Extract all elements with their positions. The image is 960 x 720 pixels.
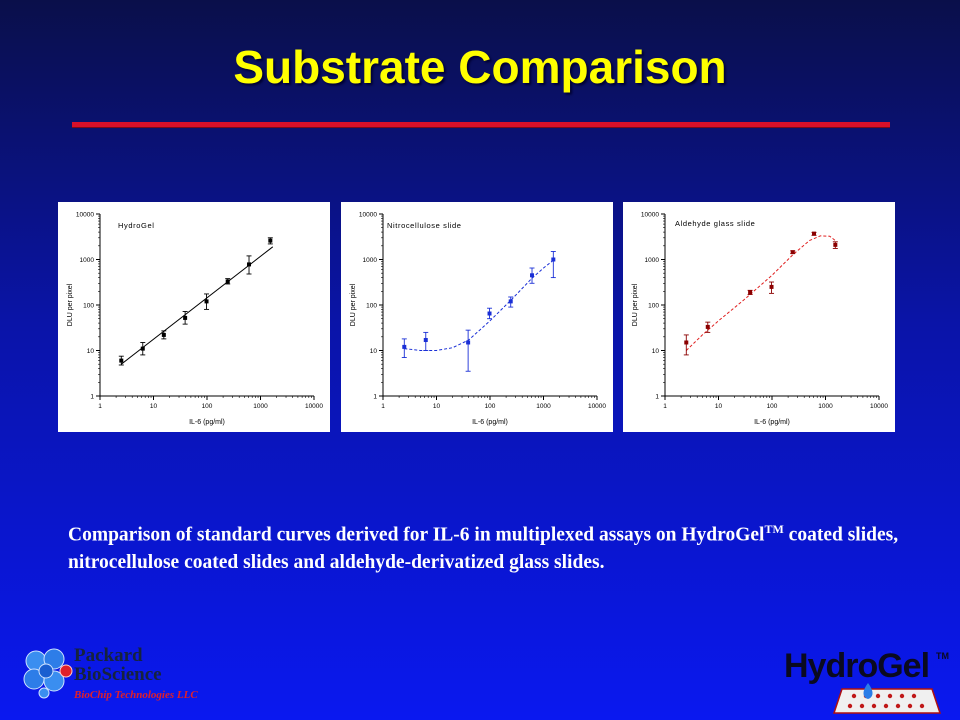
- data-point: [487, 311, 492, 316]
- hydrogel-chart: 1 10 100 1000 10000 1 10 100 1000 10000 IL-6 (pg/m…: [67, 212, 323, 427]
- data-point: [769, 284, 774, 289]
- aldehyde-chart: 1 10 100 1000 10000 1 10 100 1000 10000 IL-6 (pg/m…: [632, 212, 888, 427]
- nitrocellulose-chart: 1 10 100 1000 10000 1 10 100 1000 10000 IL-6 (pg/m…: [350, 212, 606, 427]
- x-tick-label: 10: [150, 403, 158, 410]
- data-point: [684, 340, 689, 345]
- y-axis-label: DLU per pixel: [350, 283, 357, 326]
- x-tick-label: 1000: [253, 403, 268, 410]
- y-tick-label: 10: [370, 348, 378, 355]
- logo-biochip: BioChip Technologies LLC: [74, 689, 198, 701]
- y-tick-label: 100: [83, 303, 94, 310]
- data-point: [423, 338, 428, 343]
- x-tick-label: 100: [767, 403, 778, 410]
- x-tick-label: 10000: [870, 403, 888, 410]
- caption-rest: coated slides, nitrocellulose coated sli…: [68, 524, 899, 573]
- data-point: [790, 250, 795, 255]
- x-axis-label: IL-6 (pg/ml): [754, 419, 790, 426]
- y-tick-label: 1: [373, 394, 377, 401]
- x-tick-label: 10000: [588, 403, 606, 410]
- fit-curve: [404, 259, 555, 351]
- logo-packard: Packard: [74, 645, 143, 666]
- x-tick-label: 1000: [536, 403, 551, 410]
- data-point: [247, 262, 252, 267]
- x-tick-label: 1: [663, 403, 667, 410]
- chart-panel-hydrogel: 1 10 100 1000 10000 1 10 100 1000 10000 IL-6 (pg/m…: [58, 202, 330, 432]
- y-tick-label: 1000: [645, 257, 660, 264]
- data-point: [508, 299, 513, 304]
- molecule-icon: [23, 648, 73, 699]
- x-tick-label: 10000: [305, 403, 323, 410]
- y-tick-label: 1: [90, 394, 94, 401]
- y-tick-label: 1: [655, 394, 659, 401]
- y-tick-label: 10: [87, 348, 95, 355]
- data-point: [225, 279, 230, 284]
- data-point: [748, 290, 753, 295]
- data-point: [833, 242, 838, 247]
- chart-panel-nitrocellulose: 1 10 100 1000 10000 1 10 100 1000 10000 IL-6 (pg/m…: [341, 202, 613, 432]
- y-tick-label: 10: [652, 348, 660, 355]
- caption-trademark: TM: [764, 522, 784, 536]
- chart-title: Nitrocellulose slide: [387, 221, 462, 230]
- y-axis-label: DLU per pixel: [67, 283, 74, 326]
- x-tick-label: 10: [433, 403, 441, 410]
- packard-bioscience-logo: Packard BioScience BioChip Technologies …: [22, 645, 212, 707]
- title-underline: [72, 122, 890, 127]
- data-point: [812, 231, 817, 236]
- data-point: [466, 340, 471, 345]
- chart-title: Aldehyde glass slide: [675, 219, 755, 228]
- x-tick-label: 10: [715, 403, 723, 410]
- caption-main: Comparison of standard curves derived fo…: [68, 524, 765, 546]
- y-tick-label: 10000: [76, 212, 94, 219]
- y-tick-label: 10000: [359, 212, 377, 219]
- slide-title: Substrate Comparison: [233, 41, 727, 93]
- chart-title: HydroGel: [118, 221, 154, 230]
- y-tick-label: 10000: [641, 212, 659, 219]
- data-point: [161, 332, 166, 337]
- data-point: [530, 273, 535, 278]
- logo-bioscience: BioScience: [74, 664, 162, 685]
- y-tick-label: 1000: [363, 257, 378, 264]
- data-point: [268, 238, 273, 243]
- data-point: [183, 315, 188, 320]
- data-point: [551, 257, 556, 262]
- data-point: [402, 344, 407, 349]
- x-tick-label: 100: [485, 403, 496, 410]
- biochip-slide-icon: [832, 683, 942, 714]
- x-tick-label: 100: [202, 403, 213, 410]
- y-tick-label: 100: [648, 303, 659, 310]
- y-tick-label: 1000: [80, 257, 95, 264]
- hydrogel-logo-tm: TM: [936, 651, 949, 661]
- fit-curve: [685, 235, 837, 351]
- data-point: [119, 358, 124, 363]
- slide-caption: Comparison of standard curves derived fo…: [68, 516, 908, 576]
- data-point: [204, 299, 209, 304]
- x-axis-label: IL-6 (pg/ml): [189, 419, 225, 426]
- data-point: [140, 346, 145, 351]
- chart-panel-aldehyde: 1 10 100 1000 10000 1 10 100 1000 10000 IL-6 (pg/m…: [623, 202, 895, 432]
- x-tick-label: 1: [381, 403, 385, 410]
- y-axis-label: DLU per pixel: [632, 283, 639, 326]
- data-point: [705, 324, 710, 329]
- y-tick-label: 100: [366, 303, 377, 310]
- x-tick-label: 1000: [818, 403, 833, 410]
- x-tick-label: 1: [98, 403, 102, 410]
- x-axis-label: IL-6 (pg/ml): [472, 419, 508, 426]
- hydrogel-logo-text: HydroGel: [784, 647, 930, 685]
- hydrogel-logo: HydroGel TM: [780, 645, 950, 720]
